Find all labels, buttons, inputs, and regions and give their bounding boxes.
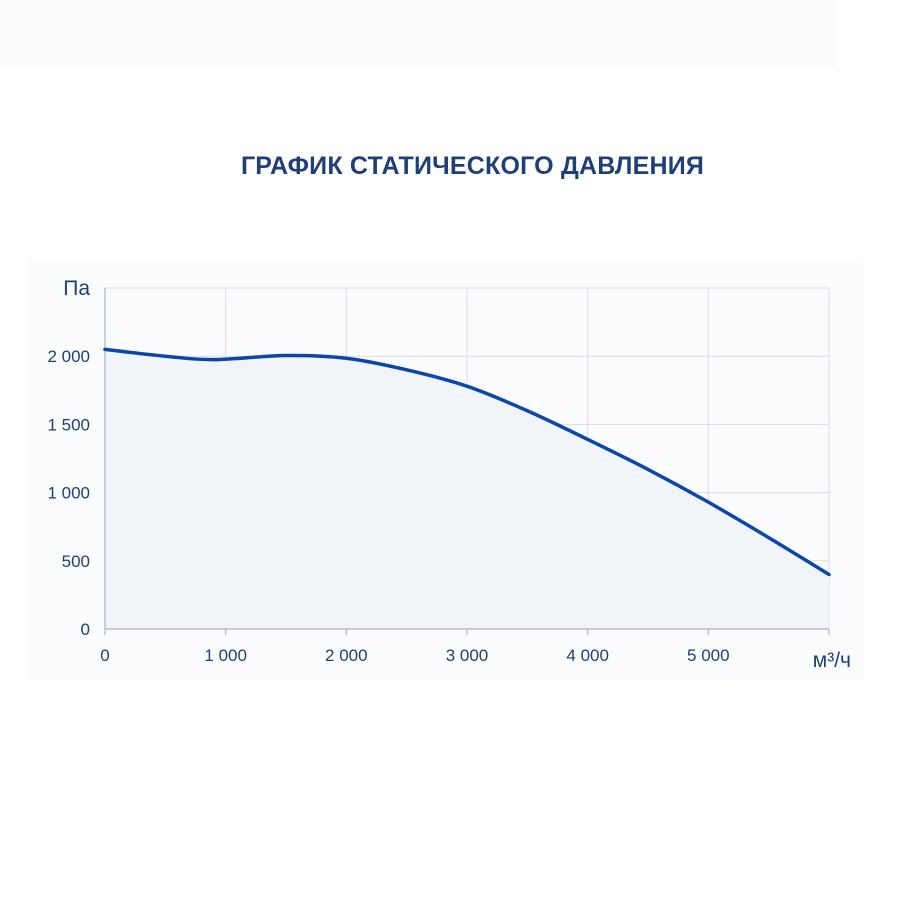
x-axis-unit-label: м³/ч [813, 649, 851, 672]
x-tick-label: 2 000 [325, 646, 368, 665]
x-tick-label: 5 000 [687, 646, 730, 665]
curve-area-fill [105, 349, 829, 629]
y-tick-label: 0 [81, 620, 90, 639]
y-tick-label: 1 500 [47, 415, 90, 434]
y-tick-label: 2 000 [47, 347, 90, 366]
y-axis-unit-label: Па [63, 277, 90, 300]
y-tick-label: 1 000 [47, 484, 90, 503]
x-tick-label: 4 000 [566, 646, 609, 665]
y-tick-label: 500 [62, 552, 90, 571]
pressure-curve-line [103, 347, 831, 577]
chart-title: ГРАФИК СТАТИЧЕСКОГО ДАВЛЕНИЯ [240, 152, 705, 180]
x-tick-label: 3 000 [446, 646, 489, 665]
x-tick-label: 0 [100, 646, 109, 665]
axes [104, 288, 830, 635]
x-tick-label: 1 000 [204, 646, 247, 665]
x-tick-labels: 0 1 000 2 000 3 000 4 000 5 000 [100, 646, 729, 665]
y-tick-labels: 0 500 1 000 1 500 2 000 [47, 347, 90, 639]
top-background-strip [0, 0, 835, 68]
